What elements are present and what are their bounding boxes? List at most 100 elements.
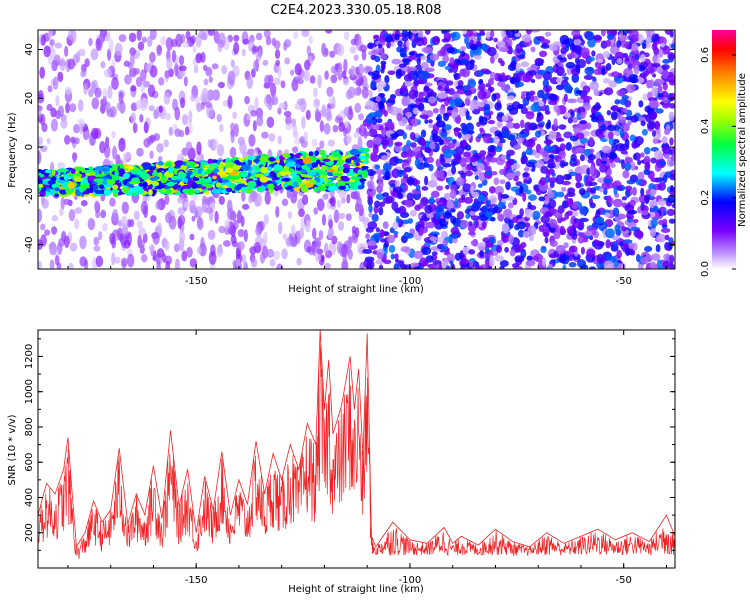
spectrogram-cell [443,113,449,122]
spectrogram-cell [421,114,429,120]
spectrogram-cell [589,202,596,209]
spectrogram-cell [273,40,281,50]
spectrogram-cell [454,197,459,208]
spectrogram-cell [261,131,269,139]
spectrogram-cell [469,260,474,268]
spectrogram-cell [216,144,225,157]
spectrogram-cell [497,57,503,64]
spectrogram-cell [589,266,596,269]
spectrogram-cell [285,123,293,131]
spectrogram-cell [464,36,469,45]
spectrogram-cell [50,118,59,132]
spectrogram-cell [368,89,373,99]
spectrogram-cell [348,105,353,115]
spectrogram-cell [211,63,219,70]
spectrogram-cell [393,263,400,269]
spectrogram-cell [171,49,177,63]
spectrogram-cell [121,201,129,215]
spectrogram-cell [242,38,250,45]
spectrogram-cell [571,201,579,210]
spectrogram-cell [385,35,394,43]
spectrogram-cell [49,259,55,269]
spectrogram-cell [548,263,554,269]
spectrogram-cell [612,240,618,246]
spectrogram-cell [451,158,456,168]
spectrogram-cell [524,121,532,132]
spectrogram-cell [285,237,293,247]
spectrogram-cell [265,93,272,105]
spectrogram-cell [441,38,450,43]
spectrogram-cell [564,194,569,200]
spectrogram-cell [670,43,675,50]
spectrogram-cell [130,112,137,124]
spectrogram-band-cell [357,169,363,174]
spectrogram-cell [530,103,538,113]
spectrogram-cell [246,148,255,157]
spectrogram-cell [453,97,463,107]
spectrogram-band-cell [352,184,359,191]
spectrogram-cell [439,106,446,115]
spectrogram-cell [40,223,46,231]
spectrogram-cell [306,246,312,253]
spectrogram-cell [499,265,505,269]
spectrogram-band-cell [89,171,96,176]
spectrogram-cell [409,132,416,141]
spectrogram-cell [657,219,664,226]
spectrogram-cell [102,96,108,110]
spectrogram-band-cell [336,177,341,181]
spectrogram-cell [368,260,375,269]
spectrogram-cell [93,236,100,246]
spectrogram-cell [525,148,534,156]
spectrogram-cell [611,255,617,262]
spectrogram-cell [605,239,611,249]
spectrogram-band-cell [225,167,233,174]
spectrogram-cell [595,158,603,167]
spectrogram-cell [103,68,112,78]
spectrogram-cell [77,48,86,57]
spectrogram-cell [465,144,472,151]
spectrogram-cell [593,239,599,245]
spectrogram-cell [482,134,492,144]
spectrogram-band-cell [142,163,151,170]
spectrogram-cell [424,175,429,186]
spectrogram-cell [330,195,336,207]
spectrogram-cell [95,37,101,51]
spectrogram-cell [405,39,410,48]
spectrogram-cell [609,162,616,168]
spectrogram-cell [208,76,213,83]
spectrogram-cell [507,63,517,72]
spectrogram-cell [451,110,457,119]
spectrogram-cell [591,50,596,57]
spectrogram-cell [183,76,188,87]
spectrogram-cell [640,256,649,265]
spectrogram-cell [607,195,612,204]
spectrogram-cell [545,222,550,228]
spectrogram-cell [117,227,123,241]
spectrogram-cell [271,95,279,106]
spectrogram-cell [398,205,407,215]
spectrogram-cell [643,155,651,165]
spectrogram-cell [296,98,305,106]
spectrogram-cell [509,249,516,257]
spectrogram-cell [137,41,145,51]
spectrogram-cell [274,48,281,60]
spectrogram-cell [321,104,327,117]
spectrogram-cell [555,244,566,254]
spectrogram-band-cell [84,169,91,174]
spectrogram-cell [516,214,523,220]
spectrogram-cell [404,59,409,66]
spectrogram-cell [650,177,660,183]
spectrogram-cell [487,78,494,86]
spectrogram-cell [540,246,547,254]
spectrogram-cell [101,223,108,232]
spectrogram-cell [438,263,443,269]
spectrogram-cell [202,195,208,205]
spectrogram-cell [449,260,454,265]
spectrogram-cell [450,208,456,213]
spectrogram-cell [485,259,490,268]
spectrogram-band-cell [103,188,112,196]
spectrogram-cell [179,65,187,72]
spectrogram-cell [638,100,644,108]
spectrogram-cell [469,210,476,216]
